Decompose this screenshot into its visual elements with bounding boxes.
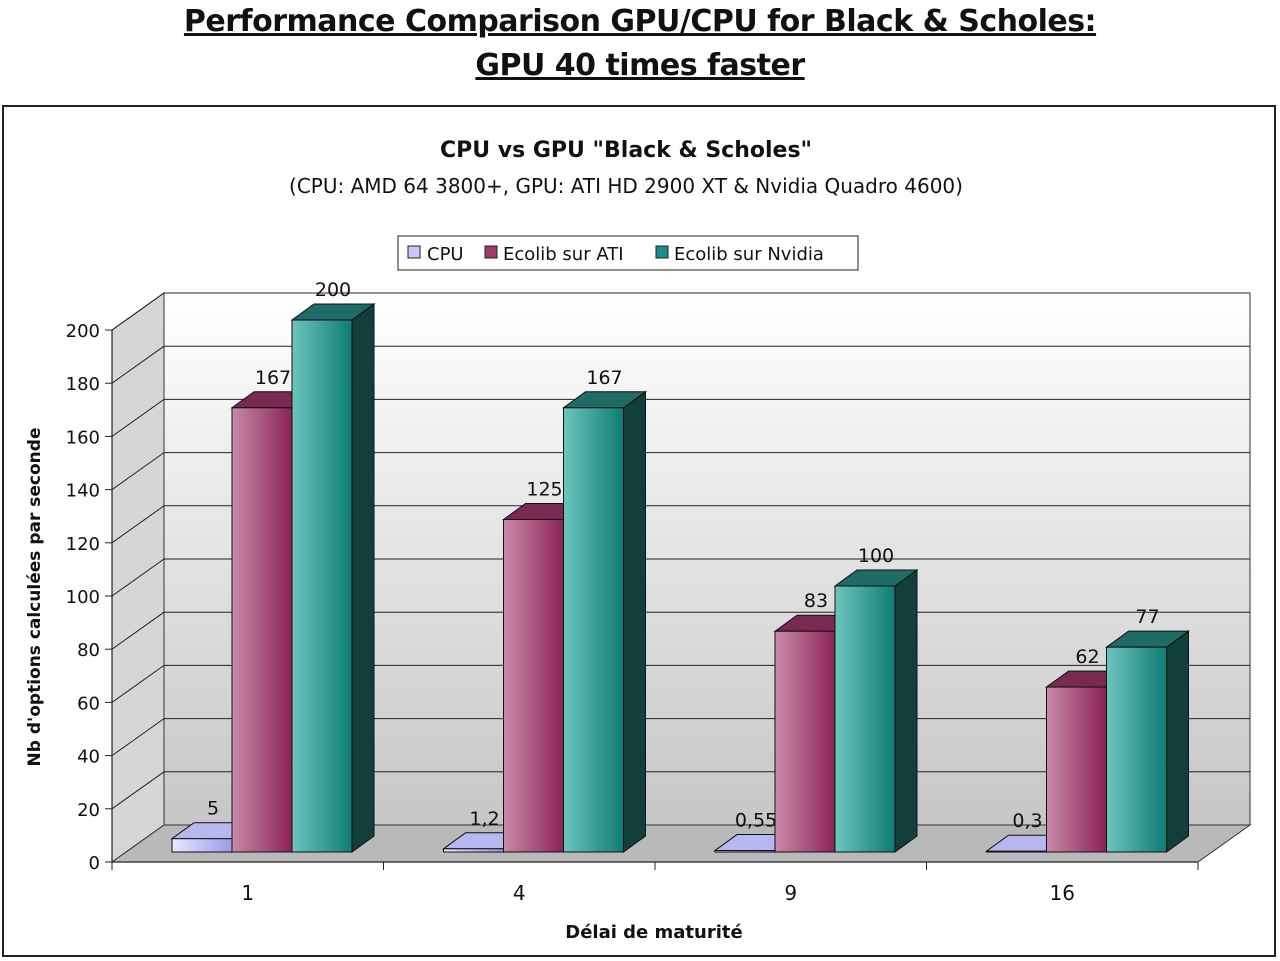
y-tick-label: 200 — [66, 321, 100, 342]
y-tick-label: 120 — [66, 534, 100, 555]
data-label: 0,3 — [1012, 810, 1042, 832]
gridline-side — [111, 505, 165, 544]
x-tick-label: 16 — [1050, 881, 1075, 905]
y-tick-label: 140 — [66, 481, 100, 502]
gridline-side — [111, 611, 165, 650]
bar-nvidia — [291, 319, 353, 853]
bar-ati — [503, 519, 564, 853]
data-label: 62 — [1075, 646, 1099, 668]
data-label: 1,2 — [469, 808, 499, 830]
bar-ati — [231, 407, 293, 853]
chart-subtitle: (CPU: AMD 64 3800+, GPU: ATI HD 2900 XT … — [289, 174, 963, 198]
x-axis-label: Délai de maturité — [565, 922, 742, 943]
bar-cpu — [986, 850, 1047, 853]
y-tick-label: 0 — [89, 853, 100, 874]
gridline-side — [111, 718, 165, 757]
legend-swatch-nvidia — [655, 245, 669, 259]
gridline-side — [111, 452, 165, 491]
data-label: 77 — [1135, 606, 1159, 628]
bar-nvidia — [563, 407, 624, 853]
bar-ati — [774, 630, 836, 853]
y-tick-label: 180 — [66, 374, 100, 395]
legend: CPU Ecolib sur ATI Ecolib sur Nvidia — [397, 235, 859, 271]
y-tick-label: 20 — [77, 800, 100, 821]
gridline-side — [111, 558, 165, 597]
data-label: 167 — [255, 367, 291, 389]
gridline-side — [111, 664, 165, 703]
chart-frame — [2, 105, 1276, 957]
data-label: 200 — [315, 279, 351, 301]
y-tick-label: 80 — [77, 640, 100, 661]
x-tick-label: 4 — [513, 881, 526, 905]
gridline-side — [111, 292, 165, 331]
data-label: 100 — [858, 545, 894, 567]
x-tick-label: 9 — [784, 881, 797, 905]
y-tick-label: 160 — [66, 427, 100, 448]
bar-cpu — [171, 838, 233, 853]
data-label: 125 — [526, 479, 562, 501]
bar-cpu — [714, 850, 776, 853]
bar-nvidia-side — [351, 303, 375, 853]
bar-cpu — [443, 848, 504, 853]
bar-nvidia — [834, 585, 896, 853]
data-label: 167 — [586, 367, 622, 389]
gridline-side — [111, 398, 165, 437]
chart-title: CPU vs GPU "Black & Scholes" — [440, 138, 812, 163]
legend-box — [397, 235, 859, 271]
bar-nvidia-side — [1166, 630, 1189, 853]
legend-label-cpu: CPU — [427, 244, 464, 265]
y-axis-label: Nb d'options calculées par seconde — [25, 428, 45, 767]
x-tick-label: 1 — [241, 881, 254, 905]
y-tick-label: 100 — [66, 587, 100, 608]
bar-nvidia-side — [623, 390, 646, 853]
page-title: Performance Comparison GPU/CPU for Black… — [183, 4, 1097, 39]
gridline-side — [111, 345, 165, 384]
legend-swatch-cpu — [407, 245, 421, 259]
data-label: 83 — [804, 590, 828, 612]
data-label: 5 — [207, 798, 219, 820]
legend-label-nvidia: Ecolib sur Nvidia — [674, 244, 824, 265]
data-label: 0,55 — [735, 810, 777, 832]
y-tick-label: 40 — [77, 747, 100, 768]
bar-ati — [1046, 686, 1107, 853]
page-subtitle: GPU 40 times faster — [475, 48, 805, 83]
bar-nvidia — [1106, 646, 1167, 853]
legend-label-ati: Ecolib sur ATI — [503, 244, 624, 265]
legend-swatch-ati — [484, 245, 498, 259]
plot-area: 0 20 40 60 80 100 120 140 160 180 200 1 4 9 16 5 167 200 1… — [66, 279, 1252, 905]
y-tick-label: 60 — [77, 693, 100, 714]
gridline-side — [111, 771, 165, 810]
bar-nvidia-side — [894, 569, 918, 853]
